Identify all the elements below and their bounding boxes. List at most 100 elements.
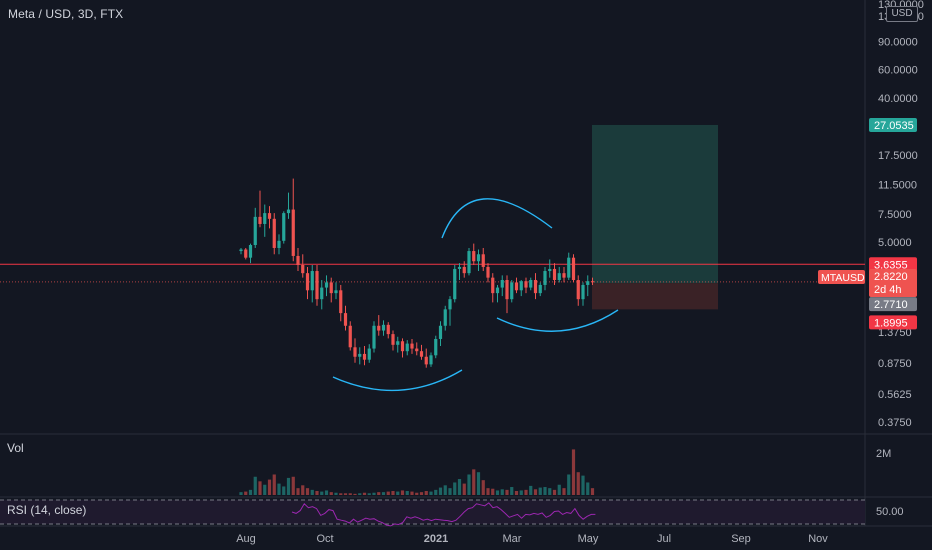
time-tick-label: May [578,533,599,545]
volume-bar [448,488,452,495]
volume-bar [529,485,533,495]
resistance-price-tag: 3.6355 [874,259,908,271]
candle-body [296,255,300,265]
volume-bar [381,492,386,495]
volume-bar [495,490,500,495]
volume-bar [486,488,490,495]
rsi-line [291,502,596,527]
volume-bar [424,491,428,495]
volume-bar [348,493,352,495]
volume-bar [567,474,571,495]
candle-body [524,281,528,288]
candle-body [590,281,595,283]
volume-bar [481,480,485,495]
candle-body [429,355,433,365]
volume-bar [400,490,405,495]
volume-bar [453,482,457,495]
candle-body [310,271,314,291]
candle-body [267,213,272,219]
stop-price-tag: 1.8995 [874,317,908,329]
volume-bar [476,472,481,495]
volume-bar [415,492,419,495]
right-bottom-arc [496,309,619,332]
volume-bar [443,485,447,495]
volume-bar [310,489,314,495]
countdown-tag: 2d 4h [874,284,902,296]
candle-body [533,279,538,294]
volume-bar [538,487,542,495]
volume-bar [557,484,561,495]
volume-bar [552,489,557,495]
price-tick-label: 5.0000 [878,237,912,249]
volume-bar [377,492,381,495]
candle-body [548,268,552,272]
time-tick-label: Mar [503,533,522,545]
candle-body [320,287,324,300]
volume-bar [358,493,362,495]
volume-bar [396,491,400,495]
volume-bar [491,488,495,495]
candle-body [538,284,542,294]
candle-body [472,251,476,262]
symbol-tag-bg [818,270,865,284]
last-price-tag: 2.8220 [874,271,908,283]
candle-body [495,287,500,294]
candle-body [244,249,248,258]
candle-body [453,268,457,300]
volume-bar [472,469,476,495]
candle-body [381,324,386,331]
volume-bar [438,487,443,495]
volume-bar [282,486,286,495]
volume-bar [248,489,253,495]
volume-bar [301,485,305,495]
candle-body [462,266,466,274]
top-price-tick: 130.0000 [878,0,924,11]
price-tick-label: 0.8750 [878,358,912,370]
volume-bar [386,491,390,495]
candle-body [510,282,514,300]
volume-bar [514,491,519,495]
candle-body [329,282,333,294]
candle-body [253,216,257,246]
price-tick-label: 0.3750 [878,417,912,429]
target-price-tag-bg [869,117,917,132]
price-tick-label: 1.3750 [878,327,912,339]
candle-body [367,348,371,360]
rounding-bottom-arc [332,369,463,392]
candle-body [491,277,495,294]
candle-body [291,209,295,256]
candle-body [386,324,390,335]
time-tick-label: Oct [316,533,333,545]
candle-body [391,334,395,345]
candle-body [571,257,576,280]
volume-bar [339,493,343,495]
time-tick-label: Jul [657,533,671,545]
candle-body [500,279,504,288]
volume-bar [391,491,395,495]
candle-body [481,254,485,267]
volume-bar [429,491,433,495]
volume-bar [239,492,243,495]
volume-bar [562,488,566,495]
candle-body [505,279,509,300]
candle-body [405,343,409,352]
stop-price-tag-bg [869,315,917,330]
candle-body [443,309,447,326]
candle-body [358,353,362,357]
price-tick-label: 60.0000 [878,65,918,77]
currency-badge[interactable]: USD [886,6,918,22]
time-tick-label: Nov [808,533,828,545]
candle-body [315,271,319,300]
candle-body [514,282,519,291]
candle-body [334,290,338,294]
volume-bar [315,491,319,495]
candle-body [282,213,286,241]
price-tick-label: 0.5625 [878,389,912,401]
symbol-tag: MTAUSD [821,272,865,284]
price-tick-label: 40.0000 [878,93,918,105]
candle-body [343,313,348,326]
candle-body [377,325,381,331]
candle-body [277,240,281,248]
candle-body [543,271,547,285]
